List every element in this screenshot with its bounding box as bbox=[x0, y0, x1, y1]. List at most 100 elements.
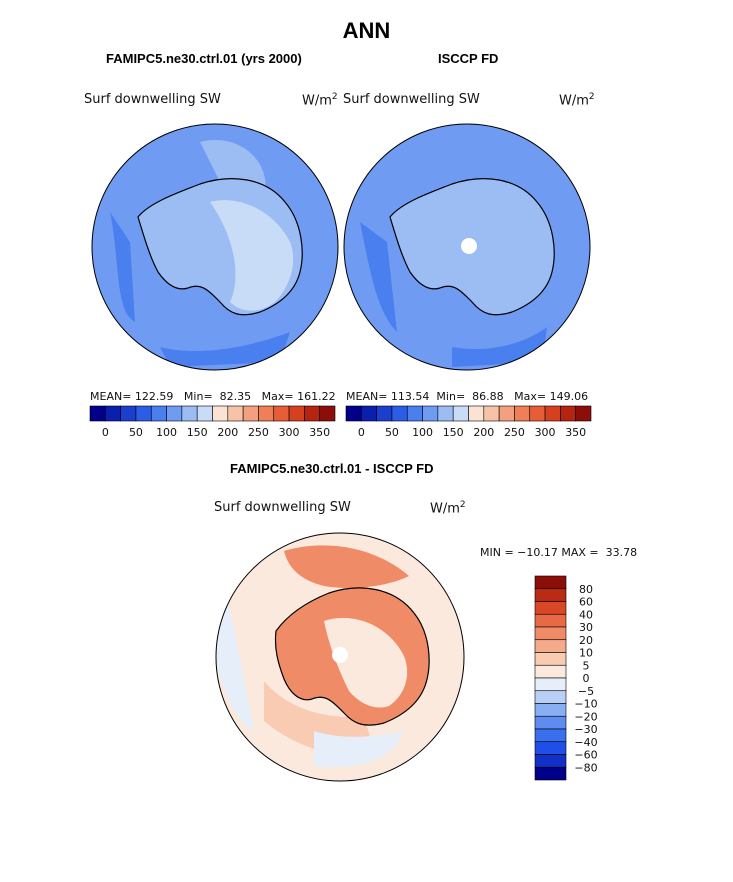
model-stats: MEAN= 122.59 Min= 82.35 Max= 161.22 bbox=[90, 390, 336, 403]
colorbar-swatch bbox=[196, 405, 213, 422]
model-units: W/m2 bbox=[302, 92, 338, 108]
obs-colorbar: 0 50 100 150 200 250 300 350 bbox=[345, 405, 592, 439]
colorbar-swatch bbox=[534, 677, 567, 692]
colorbar-swatch bbox=[498, 405, 515, 422]
colorbar-swatch bbox=[452, 405, 469, 422]
colorbar-swatch bbox=[534, 690, 567, 704]
obs-units-exp: 2 bbox=[588, 92, 595, 102]
colorbar-swatch bbox=[181, 405, 198, 422]
obs-units-base: W/m bbox=[559, 93, 589, 109]
colorbar-swatch bbox=[258, 405, 275, 422]
colorbar-swatch bbox=[534, 754, 567, 768]
colorbar-tick-label: 5 bbox=[583, 659, 590, 672]
colorbar-swatch bbox=[422, 405, 439, 422]
colorbar-swatch bbox=[483, 405, 500, 422]
colorbar-tick-label: 150 bbox=[187, 426, 208, 439]
colorbar-tick-label: −80 bbox=[574, 761, 597, 774]
pole-hole bbox=[332, 647, 348, 663]
colorbar-swatch bbox=[150, 405, 167, 422]
min-value: 86.88 bbox=[472, 390, 504, 403]
colorbar-swatch bbox=[361, 405, 377, 422]
max-label: Max= bbox=[514, 390, 547, 403]
diff-units-base: W/m bbox=[430, 501, 460, 517]
map-boundary bbox=[343, 123, 591, 371]
plateau-weak-region bbox=[324, 617, 408, 708]
figure-title: ANN bbox=[342, 18, 391, 43]
mean-value: 122.59 bbox=[134, 390, 174, 403]
colorbar-tick-label: 50 bbox=[385, 426, 399, 439]
colorbar-tick-label: 300 bbox=[279, 426, 300, 439]
colorbar-tick-label: −10 bbox=[574, 698, 597, 711]
colorbar-swatch bbox=[391, 405, 408, 422]
obs-panel-title: ISCCP FD bbox=[438, 51, 499, 66]
colorbar-tick-label: 0 bbox=[358, 426, 365, 439]
colorbar-swatch bbox=[304, 405, 320, 422]
colorbar-tick-label: 250 bbox=[248, 426, 269, 439]
diff-map bbox=[215, 532, 465, 782]
colorbar-swatch bbox=[468, 405, 485, 422]
colorbar-tick-label: −20 bbox=[574, 710, 597, 723]
colorbar-swatch bbox=[288, 405, 305, 422]
antarctica-coastline bbox=[137, 178, 303, 316]
colorbar-swatch bbox=[534, 613, 567, 628]
obs-map bbox=[343, 123, 591, 371]
colorbar-swatch bbox=[534, 715, 567, 730]
colorbar-tick-label: 20 bbox=[579, 634, 593, 647]
min-label: Min= bbox=[183, 390, 213, 403]
colorbar-tick-label: 10 bbox=[579, 647, 593, 660]
colorbar-swatch bbox=[529, 405, 546, 422]
obs-stats: MEAN= 113.54 Min= 86.88 Max= 149.06 bbox=[346, 390, 588, 403]
colorbar-swatch bbox=[166, 405, 183, 422]
colorbar-swatch bbox=[560, 405, 576, 422]
colorbar-tick-label: 200 bbox=[473, 426, 494, 439]
colorbar-tick-label: 300 bbox=[535, 426, 556, 439]
diff-units: W/m2 bbox=[430, 500, 466, 516]
colorbar-swatch bbox=[242, 405, 259, 422]
colorbar-tick-label: 250 bbox=[504, 426, 525, 439]
colorbar-swatch bbox=[534, 766, 567, 781]
ocean-low-region-south bbox=[160, 332, 290, 367]
plateau-high-region bbox=[210, 200, 294, 311]
map-boundary bbox=[215, 532, 465, 782]
colorbar-swatch bbox=[105, 405, 121, 422]
diff-units-exp: 2 bbox=[459, 500, 466, 510]
colorbar-tick-label: −5 bbox=[578, 685, 594, 698]
mean-value: 113.54 bbox=[390, 390, 430, 403]
colorbar-swatch bbox=[534, 703, 567, 717]
colorbar-swatch bbox=[534, 626, 567, 641]
colorbar-tick-label: 100 bbox=[156, 426, 177, 439]
colorbar-tick-label: 100 bbox=[412, 426, 433, 439]
diff-variable-label: Surf downwelling SW bbox=[214, 500, 351, 515]
colorbar-swatch bbox=[534, 601, 567, 615]
colorbar-swatch bbox=[534, 664, 567, 679]
pole-hole bbox=[461, 238, 477, 254]
colorbar-swatch bbox=[319, 405, 336, 422]
max-value: 161.22 bbox=[297, 390, 336, 403]
colorbar-swatch bbox=[534, 588, 567, 602]
colorbar-tick-label: 60 bbox=[579, 596, 593, 609]
colorbar-swatch bbox=[544, 405, 561, 422]
obs-variable-label: Surf downwelling SW bbox=[343, 92, 480, 107]
colorbar-swatch bbox=[514, 405, 531, 422]
colorbar-swatch bbox=[406, 405, 423, 422]
neg-region-west bbox=[216, 591, 254, 731]
colorbar-tick-label: 0 bbox=[583, 672, 590, 685]
colorbar-tick-label: −40 bbox=[574, 736, 597, 749]
antarctica-coastline bbox=[274, 587, 430, 726]
diff-minmax: MIN = −10.17 MAX = 33.78 bbox=[480, 546, 638, 559]
colorbar-swatch bbox=[135, 405, 152, 422]
colorbar-swatch bbox=[273, 405, 290, 422]
model-units-exp: 2 bbox=[331, 92, 338, 102]
colorbar-tick-label: 50 bbox=[129, 426, 143, 439]
colorbar-swatch bbox=[437, 405, 454, 422]
model-panel-title: FAMIPC5.ne30.ctrl.01 (yrs 2000) bbox=[106, 51, 302, 66]
colorbar-tick-label: −60 bbox=[574, 749, 597, 762]
ocean-low-region-west bbox=[360, 222, 397, 332]
obs-units: W/m2 bbox=[559, 92, 595, 108]
min-label: Min= bbox=[436, 390, 466, 403]
colorbar-swatch bbox=[120, 405, 137, 422]
neg-region-south bbox=[314, 731, 404, 768]
colorbar-tick-label: 350 bbox=[565, 426, 586, 439]
high-region-north bbox=[200, 140, 266, 192]
antarctica-coastline bbox=[389, 178, 555, 316]
